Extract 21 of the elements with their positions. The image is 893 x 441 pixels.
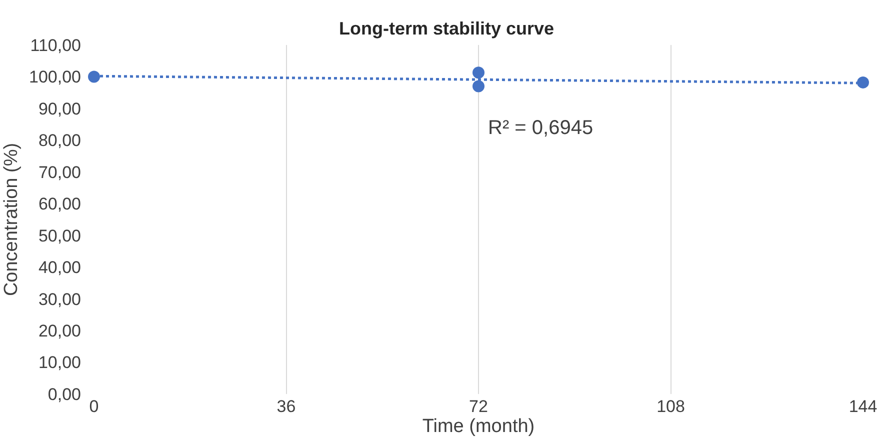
x-tick-label: 72 <box>469 397 488 416</box>
y-tick-label: 30,00 <box>38 290 81 309</box>
y-tick-label: 60,00 <box>38 194 81 214</box>
y-tick-label: 40,00 <box>38 258 81 278</box>
x-tick-label: 144 <box>848 397 878 416</box>
y-tick-label: 80,00 <box>38 131 81 150</box>
y-tick-label: 20,00 <box>38 322 81 340</box>
y-tick-label: 110,00 <box>30 36 81 55</box>
annotation: R² = 0,6945 <box>488 117 594 139</box>
y-axis-title: Concentration (%) <box>0 142 22 296</box>
x-tick-label: 0 <box>89 397 99 416</box>
x-tick-label: 108 <box>656 397 685 416</box>
chart-title: Long-term stability curve <box>338 18 554 39</box>
y-tick-label: 70,00 <box>38 162 81 182</box>
y-tick-label: 90,00 <box>38 99 81 118</box>
y-tick-label: 10,00 <box>38 353 81 372</box>
y-tick-label: 100,00 <box>29 68 81 87</box>
x-axis-title: Time (month) <box>422 416 535 437</box>
x-tick-label: 36 <box>276 397 296 416</box>
y-tick-label: 50,00 <box>38 226 81 246</box>
y-tick-label: 0,00 <box>48 384 81 404</box>
